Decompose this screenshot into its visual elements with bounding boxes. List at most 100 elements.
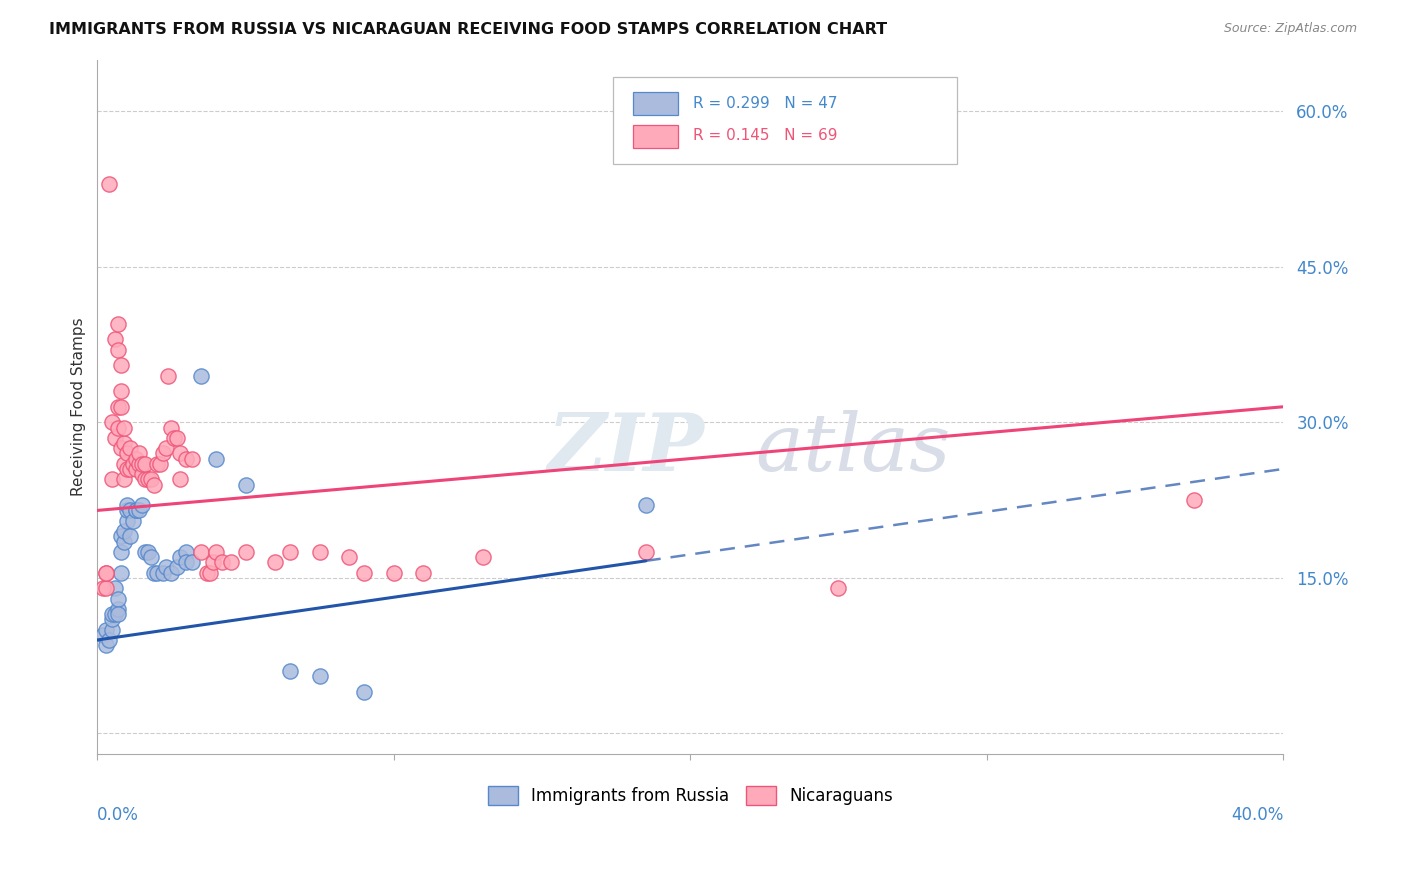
Point (205, 451, 228, 466)
FancyBboxPatch shape (613, 77, 957, 164)
Point (128, 457, 150, 471)
Legend: Immigrants from Russia, Nicaraguans: Immigrants from Russia, Nicaraguans (481, 779, 900, 812)
Point (112, 472, 135, 486)
Point (205, 545, 228, 559)
Point (195, 566, 218, 580)
Point (131, 467, 153, 482)
Point (91, 628, 114, 642)
Point (134, 472, 156, 486)
Text: 0.0%: 0.0% (97, 806, 139, 824)
Point (131, 498, 153, 512)
Point (96, 623, 118, 637)
Point (110, 400, 132, 414)
Point (112, 457, 135, 471)
Point (91, 581, 114, 595)
Point (278, 664, 301, 678)
Bar (633, 92, 678, 115)
Point (110, 566, 132, 580)
Point (149, 457, 172, 471)
Point (101, 415, 124, 429)
Point (211, 555, 233, 569)
Point (128, 446, 150, 460)
Point (118, 503, 141, 517)
Point (139, 472, 162, 486)
Text: 40.0%: 40.0% (1230, 806, 1284, 824)
Point (110, 545, 132, 559)
Point (634, 498, 657, 512)
Point (471, 550, 494, 565)
Point (142, 566, 165, 580)
Point (118, 462, 141, 476)
Point (115, 503, 138, 517)
Point (104, 431, 127, 445)
Point (112, 524, 135, 538)
Point (278, 545, 301, 559)
Point (827, 581, 849, 595)
Bar (633, 125, 678, 148)
Point (115, 514, 138, 528)
Point (125, 503, 148, 517)
Point (166, 431, 188, 445)
Point (160, 420, 183, 434)
Point (128, 503, 150, 517)
Point (104, 581, 127, 595)
Point (96, 638, 118, 652)
Text: Source: ZipAtlas.com: Source: ZipAtlas.com (1223, 22, 1357, 36)
Point (139, 550, 162, 565)
Point (308, 545, 330, 559)
Point (107, 317, 129, 331)
Point (181, 451, 204, 466)
Point (136, 472, 159, 486)
Point (96, 566, 118, 580)
Text: atlas: atlas (755, 409, 950, 487)
Point (125, 451, 148, 466)
Point (104, 333, 127, 347)
Point (155, 442, 177, 456)
Point (122, 514, 145, 528)
Point (412, 566, 434, 580)
Point (112, 534, 135, 549)
Point (131, 457, 153, 471)
Y-axis label: Receiving Food Stamps: Receiving Food Stamps (72, 318, 86, 496)
Point (163, 431, 186, 445)
Point (169, 550, 191, 565)
Point (1182, 493, 1205, 508)
Point (107, 591, 129, 606)
Point (634, 545, 657, 559)
Point (107, 607, 129, 621)
Point (169, 446, 191, 460)
Point (96, 566, 118, 580)
Point (198, 566, 221, 580)
Point (122, 457, 145, 471)
Point (115, 462, 138, 476)
Point (101, 612, 124, 626)
Point (308, 669, 330, 683)
Point (264, 555, 287, 569)
Point (104, 607, 127, 621)
Point (145, 566, 167, 580)
Point (152, 446, 174, 460)
Point (353, 566, 375, 580)
Point (118, 442, 141, 456)
Point (136, 545, 159, 559)
Point (201, 555, 224, 569)
Point (101, 623, 124, 637)
Point (134, 457, 156, 471)
Point (145, 457, 167, 471)
Point (110, 384, 132, 399)
Point (235, 477, 257, 491)
Point (160, 566, 183, 580)
Point (157, 368, 180, 383)
Point (174, 545, 197, 559)
Text: R = 0.145   N = 69: R = 0.145 N = 69 (693, 128, 837, 144)
Point (98, 632, 121, 647)
Point (107, 602, 129, 616)
Point (181, 555, 204, 569)
Point (107, 420, 129, 434)
Point (96, 581, 118, 595)
Point (155, 560, 177, 574)
Point (353, 685, 375, 699)
Point (110, 442, 132, 456)
Point (152, 566, 174, 580)
Point (190, 545, 212, 559)
